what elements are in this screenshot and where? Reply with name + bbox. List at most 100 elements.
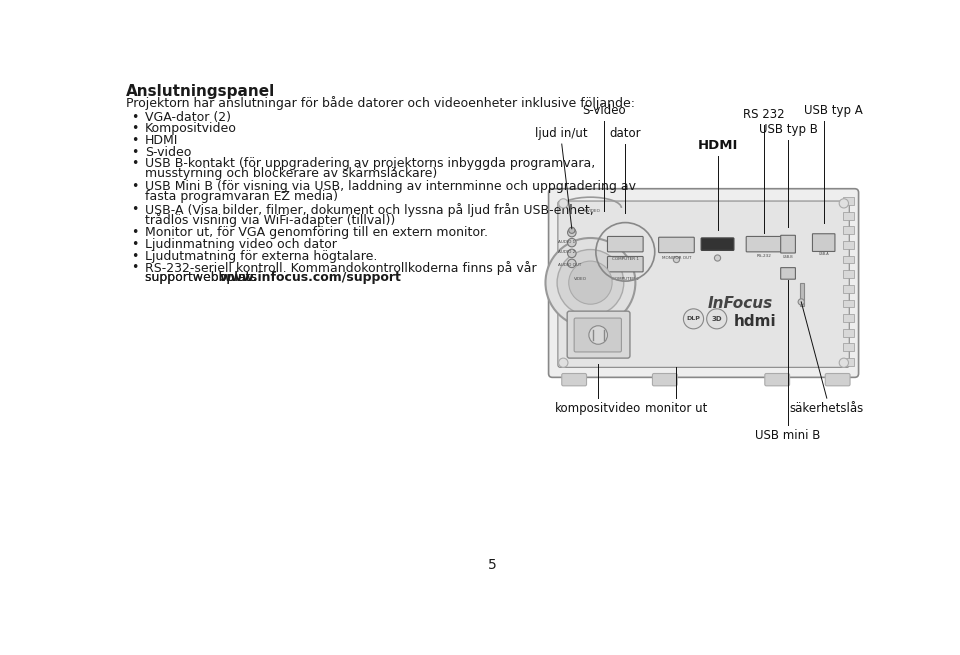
FancyBboxPatch shape xyxy=(653,373,677,386)
Text: •: • xyxy=(131,261,138,274)
Text: .: . xyxy=(321,271,324,284)
Text: •: • xyxy=(131,203,138,216)
Text: COMPUTER 2: COMPUTER 2 xyxy=(612,277,638,281)
FancyBboxPatch shape xyxy=(812,234,835,252)
Text: HDMI: HDMI xyxy=(697,139,737,152)
FancyBboxPatch shape xyxy=(780,268,796,279)
FancyBboxPatch shape xyxy=(608,257,643,272)
Bar xyxy=(800,283,804,306)
Text: USB-B: USB-B xyxy=(782,255,793,259)
Text: Ljudutmatning för externa högtalare.: Ljudutmatning för externa högtalare. xyxy=(145,250,377,263)
Text: •: • xyxy=(131,145,138,159)
Text: •: • xyxy=(131,157,138,170)
Circle shape xyxy=(567,249,576,257)
Text: USB typ B: USB typ B xyxy=(758,123,818,136)
FancyBboxPatch shape xyxy=(558,201,850,367)
Text: fasta programvaran EZ media): fasta programvaran EZ media) xyxy=(145,190,338,203)
Text: USB-A: USB-A xyxy=(818,252,829,256)
Text: •: • xyxy=(131,238,138,251)
Text: supportwebbplats: supportwebbplats xyxy=(145,271,261,284)
Text: VIDEO: VIDEO xyxy=(574,277,588,281)
Bar xyxy=(843,329,854,337)
Circle shape xyxy=(567,259,576,268)
Text: •: • xyxy=(131,227,138,240)
FancyBboxPatch shape xyxy=(746,236,781,252)
Text: AUDIO 2: AUDIO 2 xyxy=(558,250,575,254)
Text: USB Mini B (för visning via USB, laddning av internminne och uppgradering av: USB Mini B (för visning via USB, laddnin… xyxy=(145,180,636,193)
Text: Kompositvideo: Kompositvideo xyxy=(145,122,237,136)
Circle shape xyxy=(557,250,624,316)
Text: •: • xyxy=(131,122,138,136)
Text: musstyrning och blockerare av skärmsläckare): musstyrning och blockerare av skärmsläck… xyxy=(145,167,437,180)
Text: www.infocus.com/support: www.infocus.com/support xyxy=(220,271,402,284)
Bar xyxy=(843,343,854,351)
Text: RS-232: RS-232 xyxy=(756,253,772,257)
Text: Anslutningspanel: Anslutningspanel xyxy=(126,84,276,99)
FancyBboxPatch shape xyxy=(548,189,858,377)
Circle shape xyxy=(714,255,721,261)
Circle shape xyxy=(707,309,727,329)
Text: RS 232: RS 232 xyxy=(743,108,785,121)
Text: DLP: DLP xyxy=(686,316,701,322)
Circle shape xyxy=(568,227,575,233)
Text: •: • xyxy=(131,250,138,263)
Text: dator: dator xyxy=(610,127,641,140)
Text: •: • xyxy=(131,111,138,124)
Circle shape xyxy=(559,358,568,367)
FancyBboxPatch shape xyxy=(567,311,630,358)
Circle shape xyxy=(684,309,704,329)
Text: kompositvideo: kompositvideo xyxy=(555,402,641,415)
Circle shape xyxy=(567,238,576,247)
Bar xyxy=(843,299,854,307)
Circle shape xyxy=(839,198,849,208)
Circle shape xyxy=(588,326,608,345)
Text: säkerhetslås: säkerhetslås xyxy=(790,402,864,415)
FancyBboxPatch shape xyxy=(608,236,643,252)
Text: AUDIO OUT: AUDIO OUT xyxy=(558,263,581,267)
Text: USB-A (Visa bilder, filmer, dokument och lyssna på ljud från USB-enhet,: USB-A (Visa bilder, filmer, dokument och… xyxy=(145,203,593,217)
FancyBboxPatch shape xyxy=(574,318,621,352)
Text: Projektorn har anslutningar för både datorer och videoenheter inklusive följande: Projektorn har anslutningar för både dat… xyxy=(126,96,636,109)
Text: monitor ut: monitor ut xyxy=(645,402,708,415)
Text: •: • xyxy=(131,180,138,193)
Circle shape xyxy=(798,299,804,305)
Text: USB B-kontakt (för uppgradering av projektorns inbyggda programvara,: USB B-kontakt (för uppgradering av proje… xyxy=(145,157,595,170)
Bar xyxy=(843,255,854,263)
Text: trådlös visning via WiFi-adapter (tillval)): trådlös visning via WiFi-adapter (tillva… xyxy=(145,214,396,227)
Text: S-video: S-video xyxy=(145,145,191,159)
Circle shape xyxy=(567,229,576,237)
Text: InFocus: InFocus xyxy=(708,296,773,311)
Circle shape xyxy=(568,261,612,304)
Circle shape xyxy=(559,198,568,208)
Bar xyxy=(843,271,854,278)
Text: supportwebbplats: supportwebbplats xyxy=(145,271,261,284)
Circle shape xyxy=(545,238,636,328)
FancyBboxPatch shape xyxy=(765,373,789,386)
Text: Monitor ut, för VGA genomföring till en extern monitor.: Monitor ut, för VGA genomföring till en … xyxy=(145,227,488,240)
Text: USB mini B: USB mini B xyxy=(756,429,821,442)
Bar xyxy=(843,227,854,234)
Text: COMPUTER 1: COMPUTER 1 xyxy=(612,257,638,261)
Bar xyxy=(843,285,854,293)
Bar xyxy=(843,212,854,219)
Text: MONITOR OUT: MONITOR OUT xyxy=(661,256,691,260)
FancyBboxPatch shape xyxy=(701,238,733,250)
Text: RS-232-seriell kontroll. Kommandokontrollkoderna finns på vår: RS-232-seriell kontroll. Kommandokontrol… xyxy=(145,261,537,275)
Bar xyxy=(843,241,854,249)
Text: 5: 5 xyxy=(488,558,496,572)
Circle shape xyxy=(839,358,849,367)
FancyBboxPatch shape xyxy=(562,373,587,386)
Text: •: • xyxy=(131,134,138,147)
Text: ljud in/ut: ljud in/ut xyxy=(536,127,588,140)
Circle shape xyxy=(673,257,680,263)
Text: Ljudinmatning video och dator: Ljudinmatning video och dator xyxy=(145,238,337,251)
FancyBboxPatch shape xyxy=(826,373,850,386)
Bar xyxy=(843,358,854,365)
Text: HDMI: HDMI xyxy=(145,134,179,147)
Text: 3D: 3D xyxy=(711,316,722,322)
Text: S-video: S-video xyxy=(583,104,626,117)
Text: hdmi: hdmi xyxy=(734,314,777,329)
Text: VGA-dator (2): VGA-dator (2) xyxy=(145,111,230,124)
Text: S-VIDEO: S-VIDEO xyxy=(584,209,600,213)
Bar xyxy=(843,314,854,322)
